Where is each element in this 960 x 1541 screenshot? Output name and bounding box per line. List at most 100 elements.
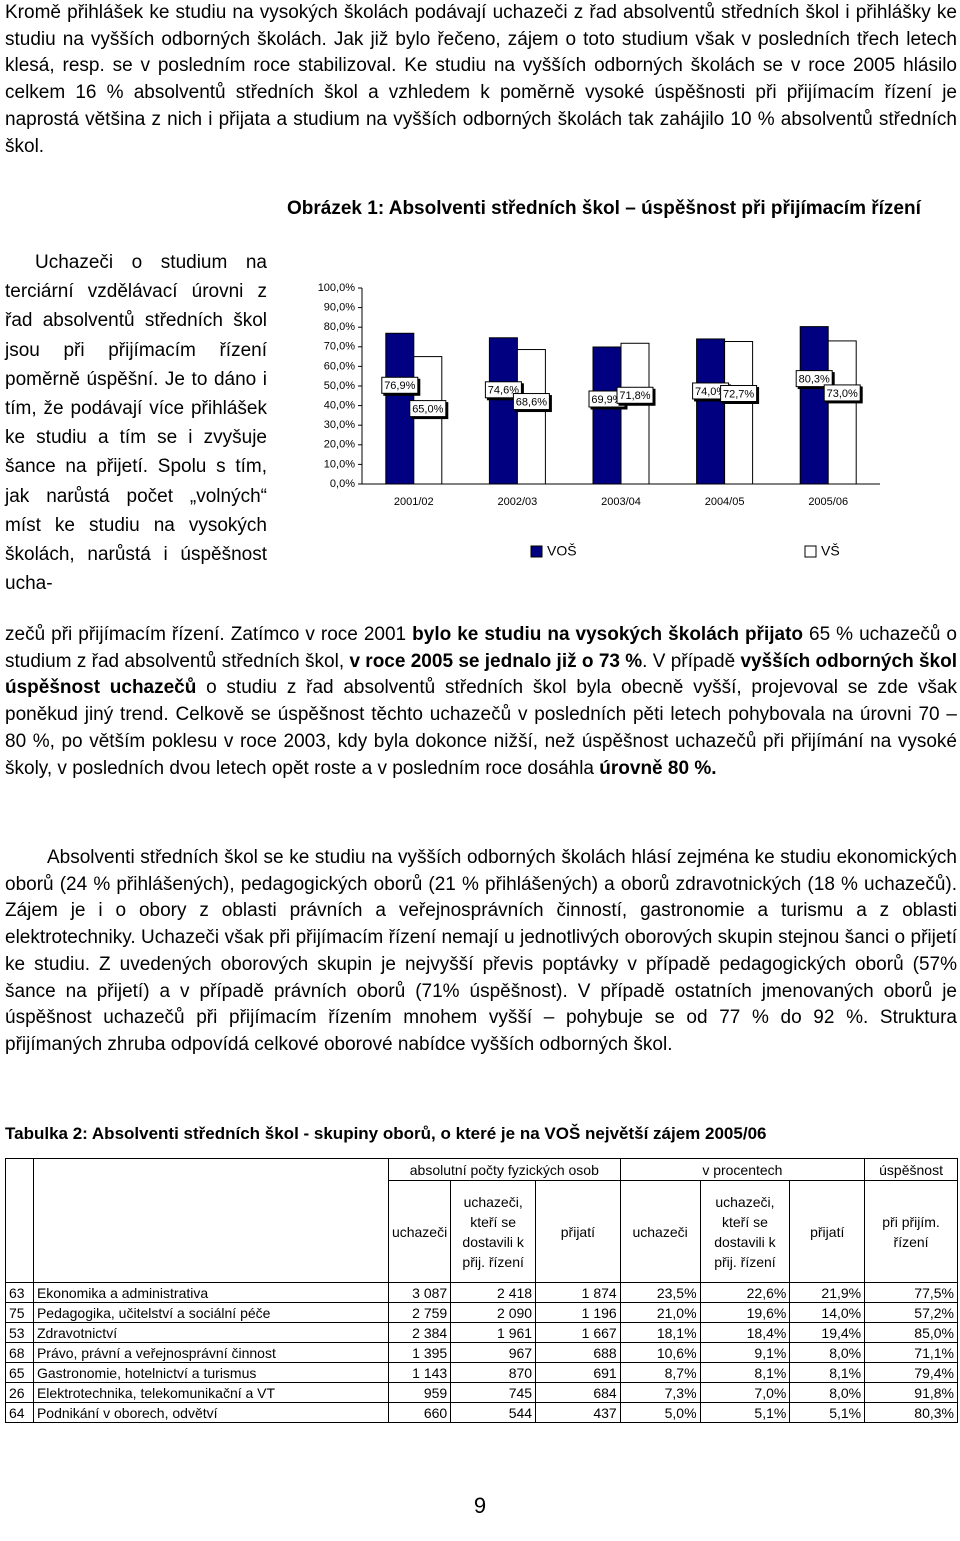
table-row: 65 Gastronomie, hotelnictví a turismus 1 1… [5,1362,958,1383]
table-cell: 75 [5,1302,34,1323]
legend-label: VŠ [821,543,840,559]
table-cell: 9,1% [699,1342,791,1363]
table-row: 75 Pedagogika, učitelství a sociální péče… [5,1302,958,1323]
value-label: 71,8% [619,390,650,402]
table-cell: 71,1% [864,1342,958,1363]
table-cell: 65 [5,1362,34,1383]
bar [516,349,546,485]
table-cell: 5,1% [699,1402,791,1423]
y-tick-label: 90,0% [324,302,355,314]
table-cell: 1 874 [535,1282,621,1303]
x-tick-label: 2002/03 [498,496,538,508]
bar [799,326,829,485]
table-cell: 80,3% [864,1402,958,1423]
table-cell: 91,8% [864,1382,958,1403]
table-cell: 57,2% [864,1302,958,1323]
value-label: 68,6% [516,396,547,408]
y-tick-label: 30,0% [324,419,355,431]
text-run: vyšších odborných škol úspěšnost uchazeč… [5,650,957,699]
text-run: o studiu z řad absolventů středních škol… [5,677,957,779]
table-cell: 63 [5,1282,34,1303]
value-label: 69,9% [591,394,622,406]
table-cell: 1 961 [450,1322,537,1343]
column-header: uchazeči, kteří se dostavili k přij. říz… [699,1180,791,1283]
table-cell: 2 384 [387,1322,452,1343]
sidebar-paragraph: Uchazeči o studium na terciární vzděláva… [5,252,267,595]
value-label: 80,3% [799,374,830,386]
table-cell: Ekonomika a administrativa [32,1282,389,1303]
column-header: při přijím. řízení [864,1180,958,1283]
table-row: 64 Podnikání v oborech, odvětví 660 544 437 5… [5,1402,958,1423]
table-body: 63 Ekonomika a administrativa 3 087 2 418 1 … [5,1282,958,1423]
page-number: 9 [473,1493,487,1518]
table-cell: 53 [5,1322,34,1343]
table-cell: 8,7% [619,1362,701,1383]
table-cell: 22,6% [699,1282,791,1303]
table-row: 26 Elektrotechnika, telekomunikační a VT 9… [5,1382,958,1403]
table-cell: 967 [450,1342,537,1363]
header-cell [5,1158,34,1283]
chart: 0,0% 10,0% 20,0% 30,0% 40,0% 50,0% 60,0% 70,0% 8… [318,282,880,559]
table-cell: Podnikání v oborech, odvětví [32,1402,389,1423]
label-box [795,370,833,388]
x-tick-label: 2005/06 [808,496,848,508]
column-header: uchazeči [619,1180,701,1283]
x-tick-label: 2001/02 [394,496,434,508]
y-tick-label: 60,0% [324,360,355,372]
column-header: uchazeči [387,1180,452,1283]
bar [827,340,857,485]
bar [696,338,726,485]
table-cell: 1 395 [387,1342,452,1363]
table-cell: 1 667 [535,1322,621,1343]
table-cell: Zdravotnictví [32,1322,389,1343]
y-tick-label: 10,0% [324,458,355,470]
table-cell: 18,1% [619,1322,701,1343]
bar [620,342,650,485]
table-cell: 2 090 [450,1302,537,1323]
table-cell: Pedagogika, učitelství a sociální péče [32,1302,389,1323]
table-cell: Právo, právní a veřejnosprávní činnost [32,1342,389,1363]
table-cell: 959 [387,1382,452,1403]
y-tick-label: 80,0% [324,321,355,333]
label-box [484,381,522,399]
table-cell: 3 087 [387,1282,452,1303]
table-cell: 5,0% [619,1402,701,1423]
label-box [409,400,447,418]
bar [413,356,443,485]
value-label: 73,0% [827,388,858,400]
table-cell: 68 [5,1342,34,1363]
column-header: uchazeči, kteří se dostavili k přij. říz… [450,1180,537,1283]
table-row: 63 Ekonomika a administrativa 3 087 2 418 1 … [5,1282,958,1303]
table-cell: 26 [5,1382,34,1403]
label-box [512,393,550,411]
table-cell: 688 [535,1342,621,1363]
figure-title: Obrázek 1: Absolventi středních škol – ú… [287,198,921,219]
legend-label: VOŠ [547,543,577,559]
y-tick-label: 50,0% [324,380,355,392]
table-cell: 660 [387,1402,452,1423]
y-tick-label: 40,0% [324,400,355,412]
label-box [381,376,419,394]
text-run: bylo ke studiu na vysokých školách přija… [412,624,804,645]
table-cell: 8,0% [789,1342,866,1363]
table: absolutní počty fyzických osob v procent… [5,1158,958,1423]
table-cell: 77,5% [864,1282,958,1303]
table-cell: 684 [535,1382,621,1403]
text-run: . V případě [642,650,741,672]
column-header: přijatí [535,1180,621,1283]
y-tick-label: 20,0% [324,439,355,451]
table-cell: 1 143 [387,1362,452,1383]
bar [724,341,754,485]
table-cell: 8,0% [789,1382,866,1403]
table-row: 68 Právo, právní a veřejnosprávní činnost… [5,1342,958,1363]
text-run: 65 % uchazečů o studium z řad absolventů… [5,624,958,672]
table-cell: Gastronomie, hotelnictví a turismus [32,1362,389,1383]
group-header: úspěšnost [864,1158,958,1181]
table-cell: 21,9% [789,1282,866,1303]
value-label: 65,0% [412,404,443,416]
table-cell: 79,4% [864,1362,958,1383]
table-head: absolutní počty fyzických osob v procent… [5,1158,958,1283]
label-box [720,385,758,403]
table-cell: 1 196 [535,1302,621,1323]
table-cell: 19,4% [789,1322,866,1343]
